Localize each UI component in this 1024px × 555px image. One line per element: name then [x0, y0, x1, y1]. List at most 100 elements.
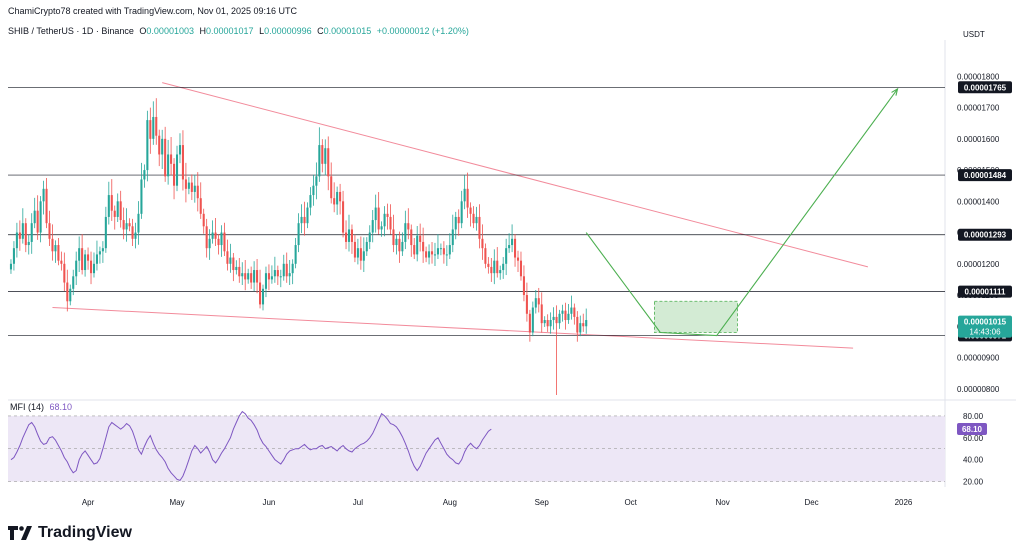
candle: [48, 223, 51, 239]
candle: [279, 276, 282, 278]
candle: [116, 201, 119, 217]
candle: [196, 185, 199, 199]
candle: [199, 198, 202, 214]
candle: [493, 260, 496, 274]
candle: [170, 154, 173, 164]
candle: [374, 207, 377, 221]
candle: [353, 241, 356, 258]
high-value: 0.00001017: [206, 26, 254, 36]
candle: [253, 270, 256, 283]
candle: [552, 316, 555, 321]
x-tick-label: Oct: [624, 498, 637, 507]
candle: [463, 188, 466, 202]
candle: [167, 154, 170, 177]
candle: [51, 238, 54, 252]
candle: [570, 307, 573, 314]
candle: [238, 266, 241, 277]
candle: [300, 216, 303, 224]
candle: [303, 216, 306, 224]
candle: [336, 191, 339, 205]
candle: [264, 273, 268, 289]
candle: [525, 295, 528, 314]
candle: [519, 260, 523, 277]
x-tick-label: Apr: [82, 498, 95, 507]
candle: [445, 254, 448, 256]
candle: [229, 257, 232, 264]
candle: [18, 232, 21, 239]
support-trendline: [52, 307, 854, 349]
candle: [288, 273, 291, 277]
candle: [131, 226, 134, 239]
candle: [101, 248, 104, 252]
countdown-label: 14:43:06: [969, 328, 1001, 337]
candle: [428, 251, 431, 258]
candle: [78, 248, 81, 261]
candle: [122, 220, 125, 230]
level-tag-label: 0.00001484: [964, 171, 1007, 180]
candle: [528, 313, 531, 333]
y-tick-label: 0.00000800: [957, 385, 1000, 394]
mfi-title-row: MFI (14) 68.10: [10, 402, 72, 412]
candle: [383, 213, 386, 227]
y-tick-label: 0.00001700: [957, 104, 1000, 113]
candle: [342, 201, 345, 233]
candle: [9, 263, 13, 270]
candle: [235, 266, 238, 271]
candle: [244, 273, 247, 280]
candle: [327, 148, 330, 177]
candle: [30, 223, 33, 242]
candle: [344, 232, 348, 242]
low-value: 0.00000996: [264, 26, 312, 36]
x-tick-label: 2026: [895, 498, 913, 507]
x-tick-label: Aug: [443, 498, 457, 507]
candle: [531, 307, 534, 333]
candle: [12, 248, 15, 264]
tradingview-logo-icon: [8, 526, 32, 540]
candle: [380, 226, 383, 230]
mfi-value: 68.10: [49, 402, 73, 412]
y-tick-label: 0.00001200: [957, 260, 1000, 269]
candle: [149, 120, 152, 139]
mfi-y-tick-label: 40.00: [963, 456, 984, 465]
candle: [15, 232, 18, 249]
candle: [404, 223, 407, 242]
candle: [178, 145, 182, 155]
candle: [247, 273, 250, 280]
candle: [125, 223, 128, 230]
candle: [256, 270, 259, 283]
candle: [508, 245, 511, 249]
candle: [558, 313, 561, 324]
tradingview-brand[interactable]: TradingView: [8, 524, 132, 542]
candle: [392, 229, 395, 246]
candle: [146, 120, 149, 171]
candle: [84, 254, 87, 271]
candle: [407, 223, 410, 230]
candle: [161, 138, 164, 155]
candle: [250, 273, 253, 283]
candle: [502, 263, 505, 271]
candle: [511, 238, 514, 246]
symbol-title[interactable]: SHIB / TetherUS · 1D · Binance: [8, 26, 134, 36]
candle: [582, 323, 585, 327]
candle: [368, 232, 371, 242]
candle: [534, 298, 537, 308]
candle: [425, 251, 428, 258]
candle: [540, 304, 543, 324]
candle: [140, 179, 143, 214]
candle: [472, 213, 475, 224]
candle: [107, 195, 110, 217]
symbol-ohlc-row: SHIB / TetherUS · 1D · Binance O0.000010…: [8, 26, 472, 36]
mfi-panel: [8, 410, 945, 482]
candle: [175, 154, 179, 186]
candle: [416, 235, 419, 255]
candle: [211, 232, 214, 239]
candle: [433, 254, 437, 256]
x-tick-label: Jun: [262, 498, 275, 507]
candle: [359, 248, 362, 261]
candle: [410, 229, 413, 246]
candle: [143, 170, 146, 180]
candle: [208, 238, 211, 249]
candle: [72, 276, 75, 289]
close-label: C: [317, 26, 324, 36]
mfi-title: MFI (14): [10, 402, 45, 412]
